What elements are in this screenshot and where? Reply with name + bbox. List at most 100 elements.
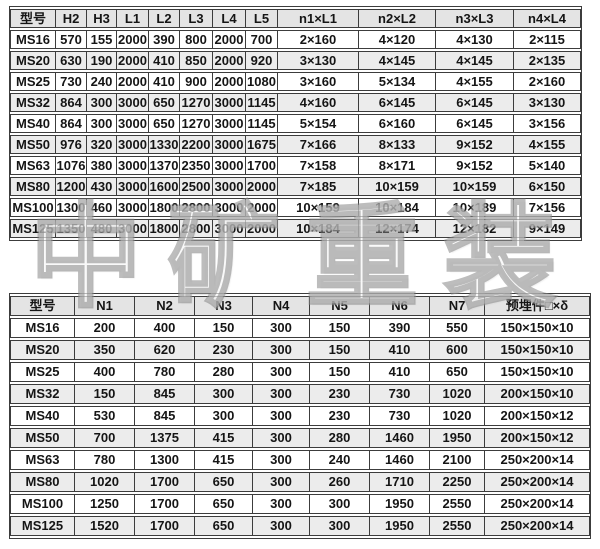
table-cell: 920 (246, 51, 278, 70)
table-cell: 460 (87, 198, 117, 217)
table-cell: 150 (310, 340, 370, 360)
table-row: MS50 976 320 3000 1330 2200 3000 1675 7×166 8×133… (10, 135, 581, 154)
column-header: L5 (246, 9, 278, 28)
column-header: L1 (117, 9, 149, 28)
table-cell: 250×200×14 (485, 516, 590, 536)
table-cell: 700 (246, 30, 278, 49)
table-cell: 150×150×10 (485, 318, 590, 338)
table-cell: 3000 (213, 198, 246, 217)
table-cell: 410 (370, 340, 430, 360)
table-row: MS25 730 240 2000 410 900 2000 1080 3×160 5×134 4×… (10, 72, 581, 91)
table-cell: 2800 (180, 198, 213, 217)
table-cell: 1700 (135, 516, 195, 536)
table-row: MS125 1350 480 3000 1800 2800 3000 2000 10×184 12… (10, 219, 581, 238)
table-cell: 280 (195, 362, 253, 382)
table-cell: 200×150×12 (485, 428, 590, 448)
table-cell: 3000 (213, 156, 246, 175)
column-header: L3 (180, 9, 213, 28)
table-cell: 2000 (246, 198, 278, 217)
table-cell: 3×130 (278, 51, 359, 70)
column-header: n2×L2 (359, 9, 436, 28)
table-cell: 1076 (56, 156, 87, 175)
table-cell: 10×184 (359, 198, 436, 217)
table-cell: MS100 (10, 494, 75, 514)
table-cell: 3000 (117, 135, 149, 154)
table-cell: MS32 (10, 384, 75, 404)
table-cell: 3×156 (514, 114, 581, 133)
table-cell: 3000 (213, 135, 246, 154)
table-cell: 1520 (75, 516, 135, 536)
table-cell: 230 (195, 340, 253, 360)
table-cell: 1270 (180, 114, 213, 133)
table-cell: 2550 (430, 494, 485, 514)
table-cell: 700 (75, 428, 135, 448)
table-cell: 10×159 (278, 198, 359, 217)
table-cell: 800 (180, 30, 213, 49)
column-header: H2 (56, 9, 87, 28)
table-cell: 2550 (430, 516, 485, 536)
table-cell: 976 (56, 135, 87, 154)
table-cell: 10×159 (436, 177, 514, 196)
table-cell: 7×166 (278, 135, 359, 154)
lower-table-header: 型号 N1 N2 N3 N4 N5 N6 N7 预埋件□×δ (10, 296, 590, 316)
table-cell: MS50 (10, 428, 75, 448)
table-cell: 9×152 (436, 135, 514, 154)
table-cell: 620 (135, 340, 195, 360)
table-cell: MS63 (10, 156, 56, 175)
column-header: N5 (310, 296, 370, 316)
column-header: 型号 (10, 9, 56, 28)
column-header: N3 (195, 296, 253, 316)
table-cell: 4×120 (359, 30, 436, 49)
table-cell: 5×154 (278, 114, 359, 133)
table-cell: 6×145 (436, 114, 514, 133)
table-cell: 650 (195, 472, 253, 492)
table-row: MS80 1200 430 3000 1600 2500 3000 2000 7×185 10×1… (10, 177, 581, 196)
column-header: 预埋件□×δ (485, 296, 590, 316)
table-row: MS25 400 780 280 300 150 410 650 150×150×10 (10, 362, 590, 382)
table-cell: 1460 (370, 428, 430, 448)
table-cell: 2100 (430, 450, 485, 470)
table-cell: 6×145 (359, 93, 436, 112)
table-cell: 3000 (117, 198, 149, 217)
table-cell: 300 (253, 384, 310, 404)
table-cell: 780 (75, 450, 135, 470)
table-cell: 650 (195, 516, 253, 536)
table-cell: 730 (56, 72, 87, 91)
table-cell: 5×134 (359, 72, 436, 91)
table-cell: 1020 (75, 472, 135, 492)
column-header: n1×L1 (278, 9, 359, 28)
table-cell: 530 (75, 406, 135, 426)
table-cell: 1300 (56, 198, 87, 217)
table-cell: 250×200×14 (485, 494, 590, 514)
upper-spec-table-frame: 型号 H2 H3 L1 L2 L3 L4 L5 n1×L1 n2×L2 n3×L3 n4×L4 MS1… (9, 6, 582, 241)
table-cell: 430 (87, 177, 117, 196)
table-cell: 9×149 (514, 219, 581, 238)
table-cell: 1330 (149, 135, 180, 154)
table-cell: 415 (195, 450, 253, 470)
table-cell: 2800 (180, 219, 213, 238)
table-cell: 7×156 (514, 198, 581, 217)
table-cell: MS80 (10, 177, 56, 196)
table-cell: 320 (87, 135, 117, 154)
table-cell: 2000 (213, 30, 246, 49)
table-cell: 845 (135, 384, 195, 404)
table-cell: 6×160 (359, 114, 436, 133)
table-cell: 150 (310, 362, 370, 382)
table-cell: 410 (370, 362, 430, 382)
table-row: MS50 700 1375 415 300 280 1460 1950 200×150×12 (10, 428, 590, 448)
table-cell: 3000 (213, 93, 246, 112)
column-header: L4 (213, 9, 246, 28)
table-row: MS16 570 155 2000 390 800 2000 700 2×160 4×120 4×1… (10, 30, 581, 49)
table-cell: 864 (56, 114, 87, 133)
table-row: MS20 630 190 2000 410 850 2000 920 3×130 4×145 4×1… (10, 51, 581, 70)
table-cell: 1950 (370, 494, 430, 514)
column-header: N7 (430, 296, 485, 316)
table-cell: 150 (310, 318, 370, 338)
table-cell: 300 (253, 362, 310, 382)
table-cell: 200 (75, 318, 135, 338)
table-cell: 7×185 (278, 177, 359, 196)
table-cell: 1460 (370, 450, 430, 470)
table-cell: 300 (253, 318, 310, 338)
table-cell: MS80 (10, 472, 75, 492)
table-cell: 300 (195, 384, 253, 404)
